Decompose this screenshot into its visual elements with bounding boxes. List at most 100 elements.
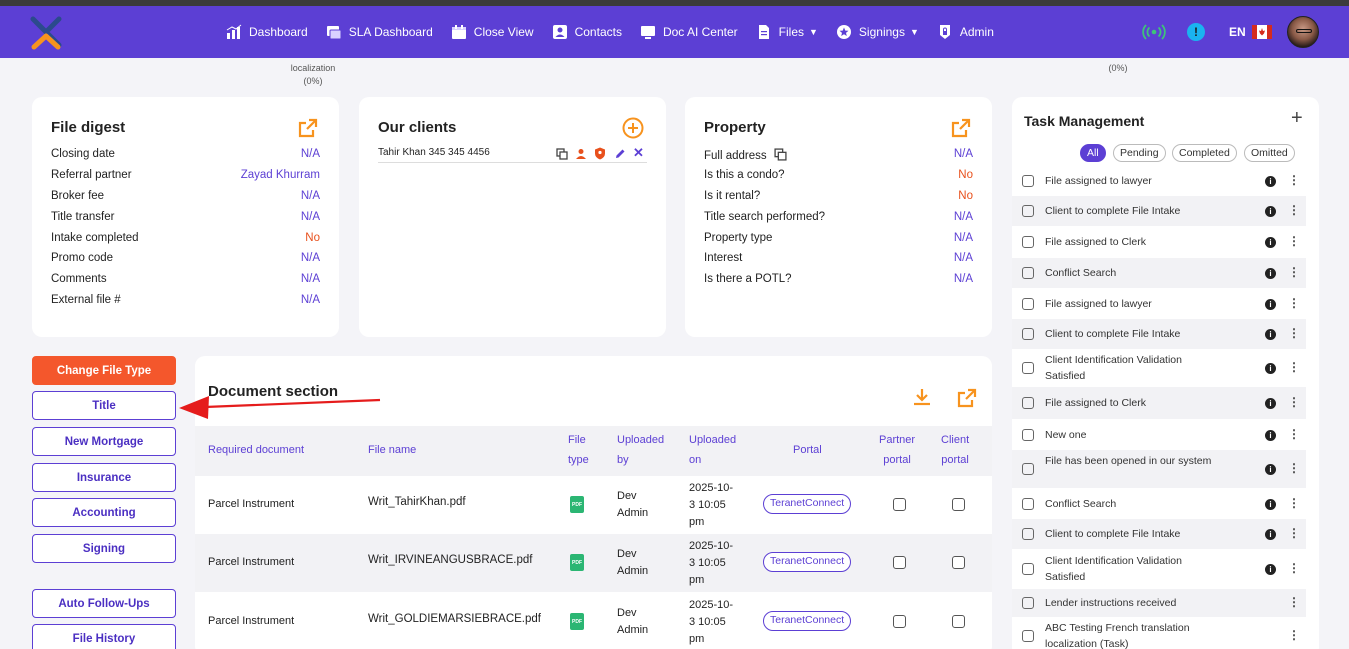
copy-icon[interactable] <box>774 148 787 161</box>
file-history-button[interactable]: File History <box>32 624 176 649</box>
file-name[interactable]: Writ_GOLDIEMARSIEBRACE.pdf <box>368 613 541 625</box>
task-checkbox[interactable] <box>1022 328 1034 340</box>
info-icon[interactable]: i <box>1265 206 1276 217</box>
more-options-icon[interactable]: ⋮ <box>1288 360 1300 374</box>
change-file-type-button[interactable]: Change File Type <box>32 356 176 385</box>
info-icon[interactable]: i <box>1265 398 1276 409</box>
auto-follow-ups-button[interactable]: Auto Follow-Ups <box>32 589 176 618</box>
task-item[interactable]: File assigned to lawyer i ⋮ <box>1012 288 1306 319</box>
task-checkbox[interactable] <box>1022 298 1034 310</box>
more-options-icon[interactable]: ⋮ <box>1288 561 1300 575</box>
task-item[interactable]: Lender instructions received ⋮ <box>1012 589 1306 617</box>
add-client-icon[interactable] <box>622 117 644 139</box>
column-header[interactable]: File name <box>368 444 417 456</box>
table-row[interactable]: Parcel Instrument Writ_IRVINEANGUSBRACE.… <box>195 534 992 592</box>
info-icon[interactable]: i <box>1265 299 1276 310</box>
column-header[interactable]: File type <box>568 430 589 470</box>
new-mortgage-button[interactable]: New Mortgage <box>32 427 176 456</box>
filter-pending[interactable]: Pending <box>1113 144 1166 162</box>
more-options-icon[interactable]: ⋮ <box>1288 203 1300 217</box>
task-item[interactable]: File assigned to lawyer i ⋮ <box>1012 166 1306 196</box>
nav-files[interactable]: Files ▼ <box>756 24 818 40</box>
filter-completed[interactable]: Completed <box>1172 144 1237 162</box>
portal-badge[interactable]: TeranetConnect <box>763 494 852 514</box>
task-item[interactable]: ABC Testing French translation localizat… <box>1012 617 1306 649</box>
filter-all[interactable]: All <box>1080 144 1106 162</box>
column-header[interactable]: Partner portal <box>879 430 915 470</box>
shield-icon[interactable] <box>594 147 606 160</box>
task-checkbox[interactable] <box>1022 463 1034 475</box>
more-options-icon[interactable]: ⋮ <box>1288 265 1300 279</box>
info-icon[interactable]: i <box>1265 564 1276 575</box>
info-icon[interactable]: i <box>1265 464 1276 475</box>
task-checkbox[interactable] <box>1022 429 1034 441</box>
column-header[interactable]: Client portal <box>941 430 969 470</box>
download-icon[interactable] <box>911 387 933 409</box>
title-button[interactable]: Title <box>32 391 176 420</box>
user-icon[interactable] <box>575 148 587 160</box>
info-icon[interactable]: i <box>1265 176 1276 187</box>
more-options-icon[interactable]: ⋮ <box>1288 427 1300 441</box>
more-options-icon[interactable]: ⋮ <box>1288 173 1300 187</box>
info-icon[interactable]: i <box>1265 499 1276 510</box>
signing-button[interactable]: Signing <box>32 534 176 563</box>
task-item[interactable]: Client to complete File Intake i ⋮ <box>1012 196 1306 226</box>
external-link-icon[interactable] <box>950 117 972 139</box>
external-link-icon[interactable] <box>956 387 978 409</box>
nav-signings[interactable]: Signings ▼ <box>836 24 919 40</box>
language-label[interactable]: EN <box>1229 25 1246 39</box>
insurance-button[interactable]: Insurance <box>32 463 176 492</box>
column-header[interactable]: Portal <box>793 444 822 456</box>
more-options-icon[interactable]: ⋮ <box>1288 461 1300 475</box>
client-portal-checkbox[interactable] <box>952 498 965 511</box>
field-value[interactable]: Zayad Khurram <box>240 169 320 181</box>
info-icon[interactable]: i <box>1265 268 1276 279</box>
more-options-icon[interactable]: ⋮ <box>1288 326 1300 340</box>
nav-sla-dashboard[interactable]: SLA Dashboard <box>326 24 433 40</box>
column-header[interactable]: Required document <box>208 444 305 456</box>
info-icon[interactable]: i <box>1265 430 1276 441</box>
task-checkbox[interactable] <box>1022 563 1034 575</box>
info-icon[interactable]: i <box>1265 363 1276 374</box>
file-name[interactable]: Writ_TahirKhan.pdf <box>368 496 466 508</box>
table-row[interactable]: Parcel Instrument Writ_TahirKhan.pdf PDF… <box>195 476 992 534</box>
pdf-icon[interactable]: PDF <box>570 496 584 513</box>
task-item[interactable]: File assigned to Clerk i ⋮ <box>1012 387 1306 419</box>
close-icon[interactable]: ✕ <box>633 145 644 160</box>
task-checkbox[interactable] <box>1022 630 1034 642</box>
task-checkbox[interactable] <box>1022 498 1034 510</box>
partner-portal-checkbox[interactable] <box>893 498 906 511</box>
task-item[interactable]: Conflict Search i ⋮ <box>1012 258 1306 288</box>
partner-portal-checkbox[interactable] <box>893 556 906 569</box>
edit-icon[interactable] <box>614 148 626 160</box>
task-checkbox[interactable] <box>1022 175 1034 187</box>
copy-icon[interactable] <box>556 148 568 160</box>
portal-badge[interactable]: TeranetConnect <box>763 552 852 572</box>
client-portal-checkbox[interactable] <box>952 556 965 569</box>
more-options-icon[interactable]: ⋮ <box>1288 234 1300 248</box>
task-checkbox[interactable] <box>1022 597 1034 609</box>
task-item[interactable]: Client to complete File Intake i ⋮ <box>1012 519 1306 549</box>
accounting-button[interactable]: Accounting <box>32 498 176 527</box>
task-item[interactable]: Client to complete File Intake i ⋮ <box>1012 319 1306 349</box>
more-options-icon[interactable]: ⋮ <box>1288 526 1300 540</box>
task-item[interactable]: New one i ⋮ <box>1012 419 1306 450</box>
nav-contacts[interactable]: Contacts <box>552 24 622 40</box>
nav-dashboard[interactable]: Dashboard <box>226 24 308 40</box>
task-checkbox[interactable] <box>1022 362 1034 374</box>
task-checkbox[interactable] <box>1022 267 1034 279</box>
more-options-icon[interactable]: ⋮ <box>1288 496 1300 510</box>
task-checkbox[interactable] <box>1022 528 1034 540</box>
task-item[interactable]: Client Identification Validation Satisfi… <box>1012 549 1306 589</box>
info-icon[interactable]: i <box>1265 529 1276 540</box>
more-options-icon[interactable]: ⋮ <box>1288 395 1300 409</box>
external-link-icon[interactable] <box>297 117 319 139</box>
info-icon[interactable]: i <box>1265 237 1276 248</box>
client-portal-checkbox[interactable] <box>952 615 965 628</box>
alert-icon[interactable]: ! <box>1187 23 1205 41</box>
more-options-icon[interactable]: ⋮ <box>1288 296 1300 310</box>
canada-flag-icon[interactable] <box>1252 25 1272 39</box>
task-item[interactable]: File assigned to Clerk i ⋮ <box>1012 226 1306 258</box>
nav-admin[interactable]: Admin <box>937 24 994 40</box>
info-icon[interactable]: i <box>1265 329 1276 340</box>
